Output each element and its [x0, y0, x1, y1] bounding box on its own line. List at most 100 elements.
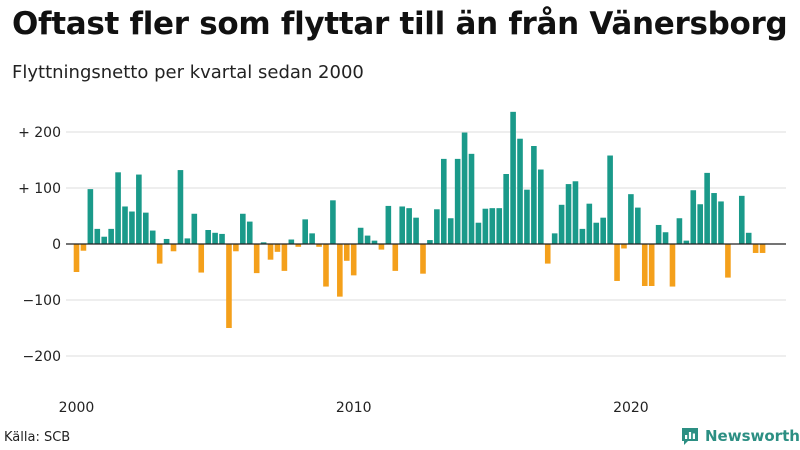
- bar: [607, 155, 613, 244]
- bar: [337, 244, 343, 297]
- bar: [170, 244, 177, 252]
- bar: [260, 242, 267, 244]
- bar: [711, 193, 717, 244]
- bar: [212, 232, 218, 244]
- bar: [447, 218, 454, 244]
- bar: [454, 158, 461, 244]
- bar: [510, 111, 516, 244]
- chart-subtitle: Flyttningsnetto per kvartal sedan 2000: [12, 62, 364, 83]
- bar: [136, 174, 142, 244]
- bar: [655, 224, 662, 244]
- y-tick-label: + 200: [18, 125, 61, 141]
- gridlines: [66, 131, 786, 357]
- bar: [544, 244, 551, 264]
- bar: [482, 208, 489, 244]
- bar: [163, 238, 170, 244]
- bar: [468, 153, 475, 244]
- chart-title: Oftast fler som flyttar till än från Vän…: [12, 6, 788, 42]
- x-tick-label: 2000: [59, 400, 95, 416]
- bar: [205, 230, 211, 244]
- bar: [156, 244, 163, 264]
- y-tick-label: + 100: [18, 181, 61, 197]
- bar: [558, 204, 565, 244]
- bar: [177, 170, 184, 244]
- bar: [143, 212, 149, 244]
- bar: [434, 209, 440, 244]
- bar: [586, 203, 593, 244]
- bar-series: [73, 111, 766, 328]
- bar: [517, 138, 523, 244]
- bar: [745, 232, 752, 244]
- bar: [122, 206, 128, 244]
- source-note: Källa: SCB: [4, 430, 71, 445]
- x-tick-label: 2010: [336, 400, 372, 416]
- bar: [219, 233, 225, 244]
- bar: [274, 244, 281, 252]
- bar: [600, 217, 606, 244]
- bar: [378, 244, 385, 250]
- bar: [690, 190, 697, 244]
- bar: [246, 221, 253, 244]
- bar: [281, 244, 288, 271]
- bar: [641, 244, 648, 286]
- bar: [676, 218, 683, 244]
- bar: [413, 217, 419, 244]
- bar: [115, 172, 121, 244]
- bar: [198, 244, 205, 273]
- bar: [461, 132, 468, 244]
- bar: [420, 244, 426, 274]
- y-tick-label: −100: [23, 293, 61, 309]
- newsworthy-logo-icon: [682, 428, 698, 445]
- bar: [725, 244, 731, 278]
- bar: [94, 228, 101, 244]
- bar: [489, 208, 496, 244]
- bar: [288, 239, 295, 244]
- bar: [538, 169, 544, 244]
- x-axis-labels: 2000 2010 2020: [59, 400, 649, 416]
- bar: [648, 244, 655, 286]
- bar: [579, 228, 586, 244]
- bar: [267, 244, 274, 260]
- bar: [669, 244, 676, 287]
- bar: [621, 244, 627, 249]
- bar: [108, 228, 114, 244]
- bar: [551, 233, 558, 244]
- bar: [572, 181, 579, 244]
- bar: [392, 244, 399, 271]
- bar: [524, 189, 530, 244]
- bar: [316, 244, 322, 247]
- bar: [662, 232, 669, 244]
- bar: [129, 211, 135, 244]
- bar: [87, 189, 94, 244]
- bar: [704, 172, 710, 244]
- bar: [697, 204, 703, 244]
- bar: [253, 244, 260, 274]
- bar: [635, 207, 641, 244]
- bar: [628, 194, 634, 244]
- bar: [399, 206, 406, 244]
- bar: [503, 174, 509, 244]
- y-axis-labels: + 200 + 100 0 −100 −200: [18, 125, 61, 365]
- x-tick-label: 2020: [613, 400, 649, 416]
- bar: [149, 230, 156, 244]
- bar: [295, 244, 302, 247]
- bar: [343, 244, 350, 261]
- bar: [614, 244, 620, 281]
- bar: [427, 240, 433, 244]
- bar: [531, 146, 537, 244]
- bar: [406, 208, 412, 244]
- bar: [233, 244, 239, 252]
- bar: [240, 213, 246, 244]
- bar: [323, 244, 329, 287]
- bar: [683, 240, 690, 244]
- bar: [385, 205, 392, 244]
- bar: [364, 235, 371, 244]
- bar: [738, 195, 745, 244]
- bar: [440, 158, 447, 244]
- brand-name: Newsworthy: [705, 427, 800, 445]
- bar: [718, 201, 724, 244]
- bar: [475, 222, 482, 244]
- bar: [759, 244, 766, 253]
- bar: [350, 244, 357, 276]
